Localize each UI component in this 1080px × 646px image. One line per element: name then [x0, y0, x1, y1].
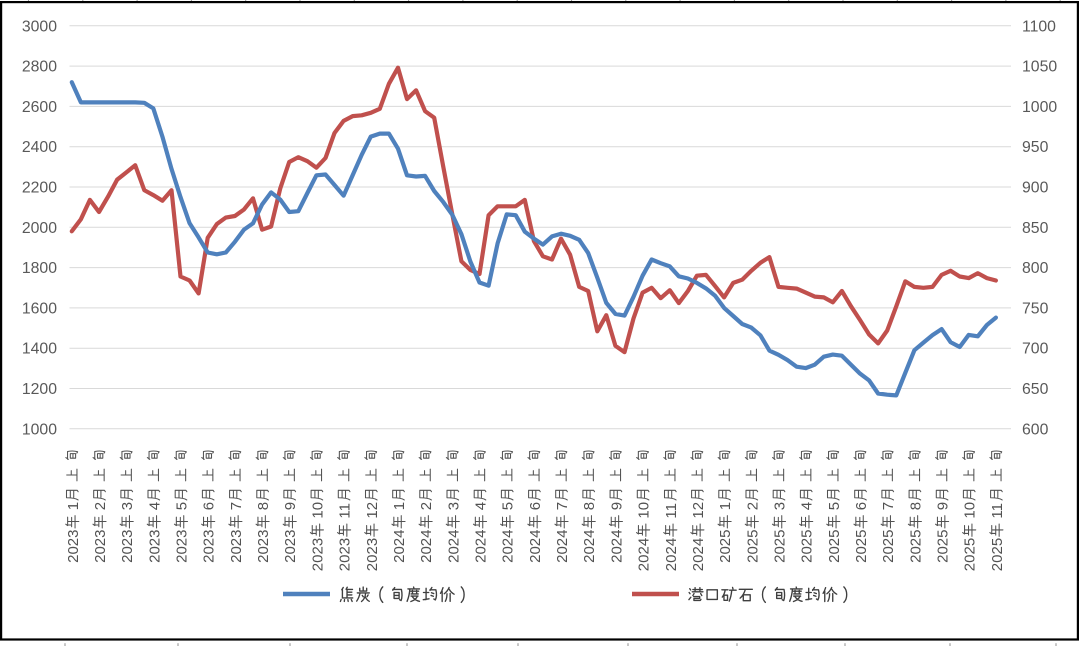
- svg-text:2024: 2024: [445, 530, 462, 563]
- svg-text:1400: 1400: [22, 341, 57, 358]
- svg-text:5: 5: [500, 502, 517, 510]
- svg-text:6: 6: [527, 502, 544, 510]
- svg-text:2024: 2024: [554, 530, 571, 563]
- svg-text:5: 5: [174, 502, 191, 510]
- svg-text:1800: 1800: [22, 260, 57, 277]
- svg-text:1050: 1050: [1022, 59, 1057, 76]
- svg-text:8: 8: [581, 502, 598, 510]
- svg-text:9: 9: [282, 502, 299, 510]
- svg-text:9: 9: [935, 502, 952, 510]
- svg-text:2: 2: [418, 502, 435, 510]
- svg-text:10: 10: [309, 502, 326, 519]
- svg-text:950: 950: [1022, 139, 1049, 156]
- svg-text:6: 6: [853, 502, 870, 510]
- svg-text:2025: 2025: [935, 530, 952, 563]
- svg-text:3: 3: [445, 502, 462, 510]
- svg-text:2024: 2024: [663, 538, 680, 571]
- svg-text:8: 8: [907, 502, 924, 510]
- svg-text:900: 900: [1022, 180, 1049, 197]
- svg-text:2024: 2024: [608, 530, 625, 563]
- svg-text:1600: 1600: [22, 300, 57, 317]
- svg-text:2024: 2024: [500, 530, 517, 563]
- svg-text:1000: 1000: [22, 421, 57, 438]
- svg-text:2024: 2024: [418, 530, 435, 563]
- svg-text:800: 800: [1022, 260, 1049, 277]
- svg-text:2025: 2025: [799, 530, 816, 563]
- svg-text:2023: 2023: [119, 530, 136, 563]
- svg-text:3: 3: [772, 502, 789, 510]
- svg-text:650: 650: [1022, 381, 1049, 398]
- svg-text:750: 750: [1022, 300, 1049, 317]
- svg-text:2000: 2000: [22, 220, 57, 237]
- svg-text:2025: 2025: [772, 530, 789, 563]
- svg-text:2025: 2025: [962, 538, 979, 571]
- svg-text:700: 700: [1022, 341, 1049, 358]
- svg-text:12: 12: [690, 502, 707, 519]
- svg-text:2: 2: [744, 502, 761, 510]
- svg-text:1: 1: [717, 502, 734, 510]
- svg-text:2024: 2024: [473, 530, 490, 563]
- svg-text:2800: 2800: [22, 59, 57, 76]
- svg-text:2023: 2023: [228, 530, 245, 563]
- svg-text:7: 7: [880, 502, 897, 510]
- svg-text:2023: 2023: [255, 530, 272, 563]
- svg-text:2023: 2023: [65, 530, 82, 563]
- svg-text:2025: 2025: [880, 530, 897, 563]
- svg-text:2200: 2200: [22, 180, 57, 197]
- svg-text:2024: 2024: [581, 530, 598, 563]
- svg-text:10: 10: [962, 502, 979, 519]
- svg-text:2024: 2024: [690, 538, 707, 571]
- svg-text:4: 4: [146, 502, 163, 510]
- svg-text:2023: 2023: [337, 538, 354, 571]
- svg-text:2023: 2023: [146, 530, 163, 563]
- svg-text:2024: 2024: [527, 530, 544, 563]
- svg-text:10: 10: [636, 502, 653, 519]
- svg-text:2023: 2023: [309, 538, 326, 571]
- svg-text:2023: 2023: [201, 530, 218, 563]
- svg-text:11: 11: [337, 503, 354, 519]
- svg-text:2400: 2400: [22, 139, 57, 156]
- svg-text:9: 9: [608, 502, 625, 510]
- svg-text:1000: 1000: [1022, 99, 1057, 116]
- svg-text:2023: 2023: [174, 530, 191, 563]
- svg-text:2025: 2025: [989, 538, 1006, 571]
- svg-text:4: 4: [473, 502, 490, 510]
- svg-text:5: 5: [826, 502, 843, 510]
- svg-text:2025: 2025: [853, 530, 870, 563]
- svg-text:850: 850: [1022, 220, 1049, 237]
- svg-text:2025: 2025: [717, 530, 734, 563]
- svg-text:2: 2: [92, 502, 109, 510]
- svg-text:1: 1: [65, 502, 82, 510]
- svg-text:1100: 1100: [1022, 18, 1056, 35]
- svg-text:3000: 3000: [22, 18, 57, 35]
- svg-text:2025: 2025: [907, 530, 924, 563]
- svg-text:11: 11: [989, 503, 1006, 519]
- svg-text:2025: 2025: [744, 530, 761, 563]
- svg-text:4: 4: [799, 502, 816, 510]
- svg-text:7: 7: [554, 502, 571, 510]
- svg-text:12: 12: [364, 502, 381, 519]
- svg-text:3: 3: [119, 502, 136, 510]
- svg-text:1: 1: [391, 502, 408, 510]
- svg-text:2023: 2023: [364, 538, 381, 571]
- svg-text:2024: 2024: [636, 538, 653, 571]
- svg-text:2024: 2024: [391, 530, 408, 563]
- svg-text:1200: 1200: [22, 381, 57, 398]
- svg-text:2600: 2600: [22, 99, 57, 116]
- svg-text:7: 7: [228, 502, 245, 510]
- svg-text:8: 8: [255, 502, 272, 510]
- svg-text:2025: 2025: [826, 530, 843, 563]
- svg-text:2023: 2023: [92, 530, 109, 563]
- svg-text:2023: 2023: [282, 530, 299, 563]
- svg-text:6: 6: [201, 502, 218, 510]
- svg-text:600: 600: [1022, 421, 1049, 438]
- svg-text:11: 11: [663, 503, 680, 519]
